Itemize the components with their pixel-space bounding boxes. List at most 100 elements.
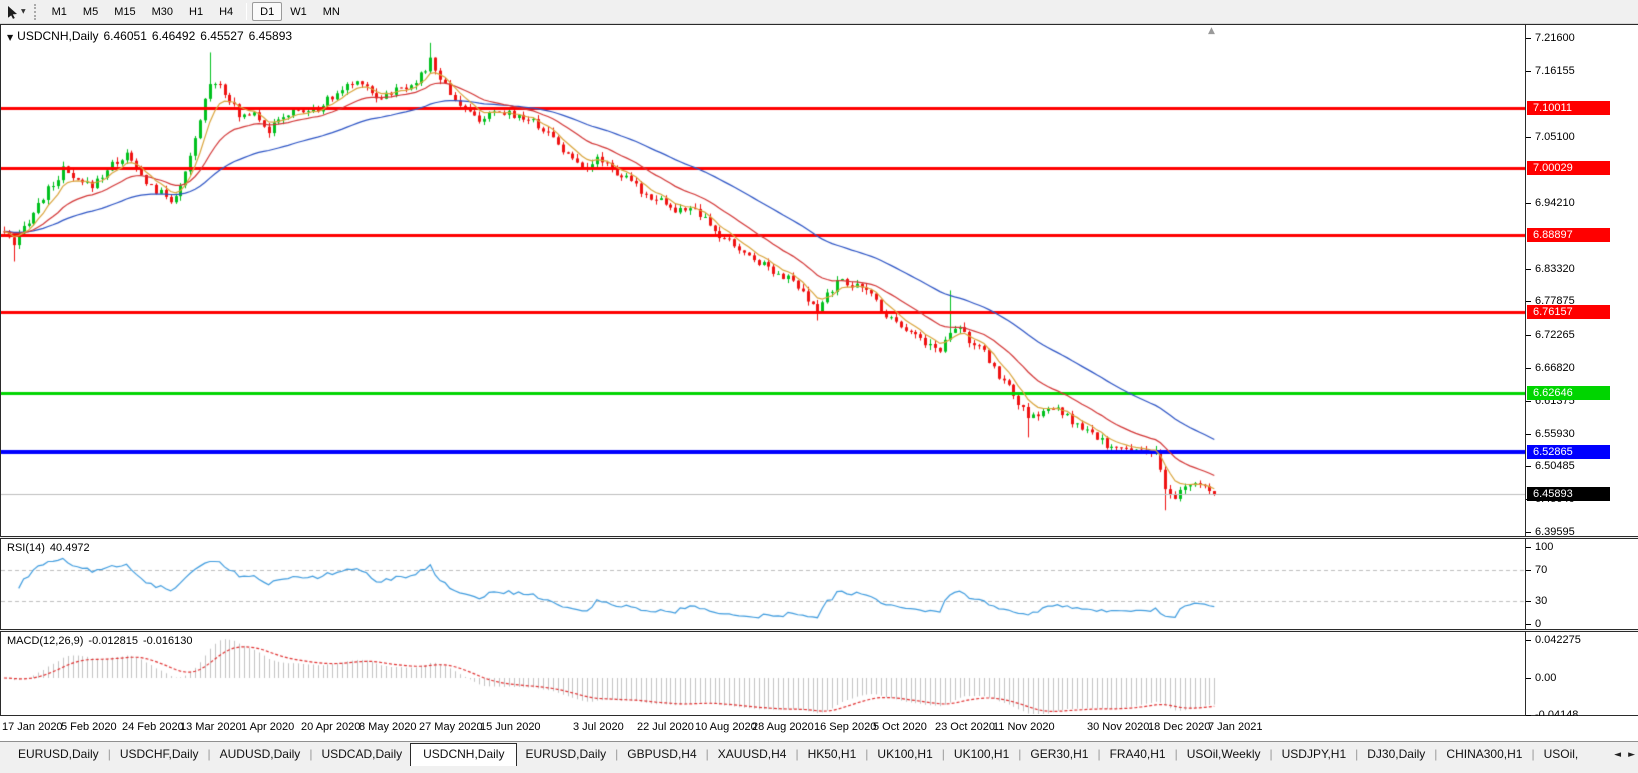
- chart-shift-marker[interactable]: ▲: [1208, 26, 1215, 36]
- rsi-axis-scale[interactable]: 100 70 30 0: [1525, 539, 1638, 630]
- chart-tab-hk50-h1[interactable]: HK50,H1: [807, 747, 857, 761]
- date-label: 24 Feb 2020: [122, 721, 184, 733]
- price-tick-mark: [1526, 203, 1531, 204]
- chart-tab-uk100-h1[interactable]: UK100,H1: [953, 747, 1010, 761]
- chart-tab-china300-h1[interactable]: CHINA300,H1: [1446, 747, 1523, 761]
- timeframe-button-m15[interactable]: M15: [114, 6, 136, 18]
- timeframe-button-mn[interactable]: MN: [322, 6, 340, 18]
- date-label: 18 Dec 2020: [1148, 721, 1211, 733]
- chart-header: ▼ USDCNH,Daily 6.46051 6.46492 6.45527 6.4589…: [7, 29, 297, 43]
- price-tick-label: 6.55930: [1535, 428, 1575, 440]
- chart-tab-xauusd-h4[interactable]: XAUUSD,H4: [717, 747, 787, 761]
- rsi-tick-label: 0: [1535, 618, 1542, 630]
- date-label: 30 Nov 2020: [1087, 721, 1150, 733]
- timeframe-button-m30[interactable]: M30: [151, 6, 173, 18]
- collapse-triangle-icon[interactable]: ▼: [7, 33, 14, 42]
- date-label: 3 Jul 2020: [573, 721, 624, 733]
- macd-axis-scale[interactable]: 0.042275 0.00 -0.04148: [1525, 632, 1638, 721]
- chart-tab-gbpusd-h4[interactable]: GBPUSD,H4: [627, 747, 697, 761]
- price-level-label: 7.10011: [1527, 101, 1610, 115]
- chart-tab-usoil[interactable]: USOil,: [1543, 747, 1579, 761]
- macd-tick-label: 0.042275: [1535, 634, 1581, 646]
- price-level-label: 6.76157: [1527, 305, 1610, 319]
- tab-scroll-arrows: ◄ ►: [1608, 742, 1635, 766]
- macd-canvas[interactable]: [1, 632, 1525, 715]
- chart-tab-eurusd-daily[interactable]: EURUSD,Daily: [525, 747, 607, 761]
- date-label: 23 Oct 2020: [935, 721, 995, 733]
- chart-tab-usdjpy-h1[interactable]: USDJPY,H1: [1281, 747, 1347, 761]
- ohlc-high: 6.46492: [151, 29, 196, 43]
- date-label: 13 Mar 2020: [180, 721, 242, 733]
- current-price-label: 6.45893: [1527, 487, 1610, 501]
- timeframe-button-m5[interactable]: M5: [82, 6, 99, 18]
- price-tick-label: 6.66820: [1535, 362, 1575, 374]
- chart-tab-usdchf-daily[interactable]: USDCHF,Daily: [119, 747, 199, 761]
- date-label: 16 Sep 2020: [814, 721, 877, 733]
- date-label: 11 Nov 2020: [993, 721, 1055, 733]
- tab-separator: |: [1355, 747, 1359, 761]
- price-axis-scale[interactable]: 7.21600 7.16155 7.05100 6.94210 6.83320 6.778…: [1525, 25, 1638, 538]
- toolbar-drag-handle[interactable]: [33, 3, 36, 20]
- window-bottom-strip: [0, 766, 1638, 773]
- chart-tab-fra40-h1[interactable]: FRA40,H1: [1109, 747, 1166, 761]
- tab-separator: |: [795, 747, 799, 761]
- tab-separator: |: [207, 747, 211, 761]
- tab-separator: |: [1531, 747, 1535, 761]
- tab-separator: |: [1434, 747, 1438, 761]
- price-tick-label: 7.05100: [1535, 131, 1575, 143]
- tab-separator: |: [1269, 747, 1273, 761]
- chart-symbol: USDCNH,Daily: [17, 29, 99, 43]
- price-tick-mark: [1526, 532, 1531, 533]
- timeframe-button-h4[interactable]: H4: [219, 6, 234, 18]
- chart-tab-usdcad-daily[interactable]: USDCAD,Daily: [321, 747, 403, 761]
- rsi-tick-mark: [1526, 570, 1531, 571]
- rsi-tick-mark: [1526, 601, 1531, 602]
- price-tick-mark: [1526, 301, 1531, 302]
- tab-scroll-right-icon[interactable]: ►: [1628, 749, 1635, 760]
- tab-separator: |: [865, 747, 869, 761]
- timeframe-button-m1[interactable]: M1: [51, 6, 67, 18]
- chart-tab-dj30-daily[interactable]: DJ30,Daily: [1367, 747, 1426, 761]
- timeframe-button-d1[interactable]: D1: [252, 2, 283, 21]
- macd-tick-label: 0.00: [1535, 672, 1557, 684]
- time-axis[interactable]: 17 Jan 2020 5 Feb 2020 24 Feb 2020 13 Mar 2…: [0, 716, 1638, 741]
- macd-signal-value: -0.016130: [142, 635, 193, 647]
- macd-pane: MACD(12,26,9) -0.012815 -0.016130 0.042275…: [0, 631, 1638, 721]
- rsi-canvas[interactable]: [1, 539, 1525, 629]
- price-level-label: 6.62646: [1527, 386, 1610, 400]
- rsi-tick-label: 30: [1535, 595, 1548, 607]
- chart-tab-uk100-h1[interactable]: UK100,H1: [877, 747, 933, 761]
- chart-tab-eurusd-daily[interactable]: EURUSD,Daily: [18, 747, 99, 761]
- chart-tab-usdcnh-daily[interactable]: USDCNH,Daily: [410, 742, 518, 766]
- price-tick-label: 7.21600: [1535, 32, 1575, 44]
- rsi-tick-mark: [1526, 547, 1531, 548]
- chart-tab-audusd-daily[interactable]: AUDUSD,Daily: [219, 747, 301, 761]
- cursor-tool-icon[interactable]: [4, 4, 20, 20]
- rsi-header: RSI(14) 40.4972: [7, 542, 95, 554]
- date-label: 22 Jul 2020: [637, 721, 694, 733]
- date-label: 7 Jan 2021: [1208, 721, 1263, 733]
- tab-scroll-left-icon[interactable]: ◄: [1614, 749, 1622, 760]
- tab-separator: |: [1174, 747, 1178, 761]
- tab-separator: |: [1018, 747, 1022, 761]
- timeframe-button-h1[interactable]: H1: [189, 6, 204, 18]
- rsi-tick-label: 70: [1535, 564, 1548, 576]
- price-level-label: 6.52865: [1527, 445, 1610, 459]
- date-label: 28 Aug 2020: [752, 721, 814, 733]
- date-label: 15 Jun 2020: [480, 721, 541, 733]
- chart-tab-usoil-weekly[interactable]: USOil,Weekly: [1186, 747, 1261, 761]
- macd-name: MACD(12,26,9): [7, 635, 84, 647]
- date-label: 5 Feb 2020: [61, 721, 117, 733]
- macd-tick-mark: [1526, 640, 1531, 641]
- caret-down-icon[interactable]: ▼: [21, 8, 26, 15]
- chart-tab-bar: EURUSD,Daily | USDCHF,Daily | AUDUSD,Daily | U…: [0, 741, 1638, 766]
- chart-tab-ger30-h1[interactable]: GER30,H1: [1030, 747, 1089, 761]
- price-tick-label: 6.72265: [1535, 329, 1575, 341]
- date-label: 8 May 2020: [359, 721, 417, 733]
- timeframe-button-w1[interactable]: W1: [290, 6, 307, 18]
- price-chart-canvas[interactable]: [1, 25, 1525, 536]
- price-tick-label: 7.16155: [1535, 65, 1575, 77]
- tab-separator: |: [309, 747, 313, 761]
- rsi-tick-label: 100: [1535, 541, 1554, 553]
